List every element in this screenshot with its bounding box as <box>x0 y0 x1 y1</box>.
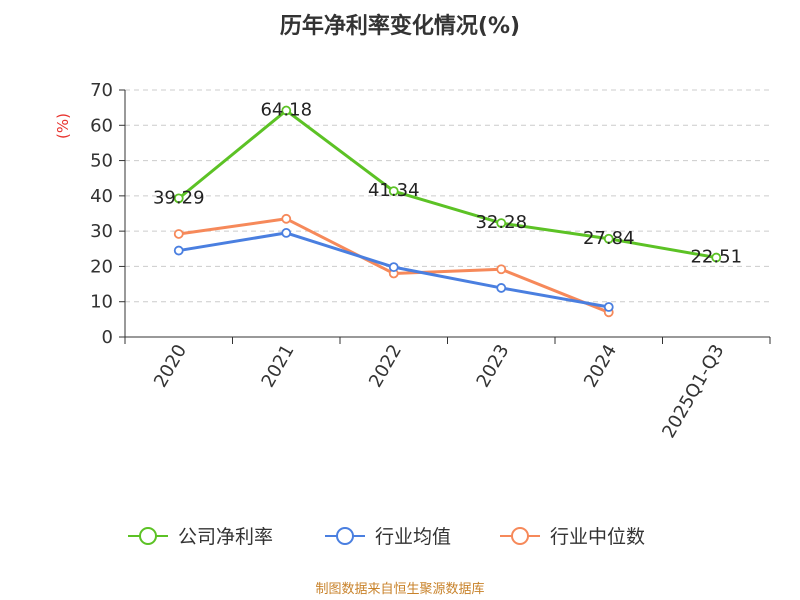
legend-marker <box>139 527 157 545</box>
data-label: 32.28 <box>475 212 527 233</box>
source-note: 制图数据来自恒生聚源数据库 <box>315 582 485 597</box>
data-point <box>388 186 399 197</box>
legend-label: 公司净利率 <box>178 526 273 548</box>
y-tick-label: 10 <box>90 292 113 313</box>
y-tick-label: 70 <box>90 80 113 101</box>
legend-label: 行业均值 <box>375 526 451 548</box>
data-label: 41.34 <box>368 180 420 201</box>
data-label: 22.51 <box>690 247 742 268</box>
legend-marker <box>511 527 529 545</box>
data-point <box>603 302 614 312</box>
data-point <box>603 233 614 244</box>
data-point <box>281 213 292 224</box>
data-labels: 39.29 64.18 41.34 32.28 27.84 22.51 <box>153 100 742 268</box>
y-tick-label: 60 <box>90 115 113 136</box>
y-tick-label: 40 <box>90 186 113 207</box>
data-point <box>173 193 184 204</box>
data-point <box>388 262 399 273</box>
x-tick-label: 2025Q1-Q3 <box>658 341 728 442</box>
chart-title: 历年净利率变化情况(%) <box>279 14 521 39</box>
data-point <box>496 218 507 228</box>
legend: 公司净利率 行业均值 行业中位数 <box>128 526 645 548</box>
data-label: 39.29 <box>153 187 205 208</box>
y-axis-unit-label: (%) <box>54 113 72 139</box>
data-point <box>496 283 507 293</box>
y-tick-label: 20 <box>90 256 113 277</box>
y-tick-label: 50 <box>90 151 113 172</box>
legend-marker <box>336 527 354 545</box>
data-label: 64.18 <box>260 100 312 121</box>
x-tick-label: 2020 <box>150 341 191 391</box>
x-tick-label: 2021 <box>257 341 298 391</box>
axes: 0 10 20 30 40 50 60 70 2020 2021 2022 2023 2024 2025Q… <box>90 80 771 442</box>
data-point <box>281 228 292 238</box>
data-point <box>173 229 184 239</box>
series-lines <box>173 105 722 318</box>
x-tick-label: 2024 <box>580 341 621 391</box>
data-point <box>496 264 507 275</box>
x-tick-label: 2023 <box>472 341 513 391</box>
y-tick-label: 0 <box>102 327 113 348</box>
data-point <box>281 105 292 116</box>
y-tick-label: 30 <box>90 221 113 242</box>
legend-label: 行业中位数 <box>550 526 645 548</box>
data-label: 27.84 <box>583 228 635 249</box>
x-tick-label: 2022 <box>365 341 406 391</box>
series-line <box>177 109 717 260</box>
data-point <box>173 245 184 256</box>
data-point <box>711 252 722 263</box>
